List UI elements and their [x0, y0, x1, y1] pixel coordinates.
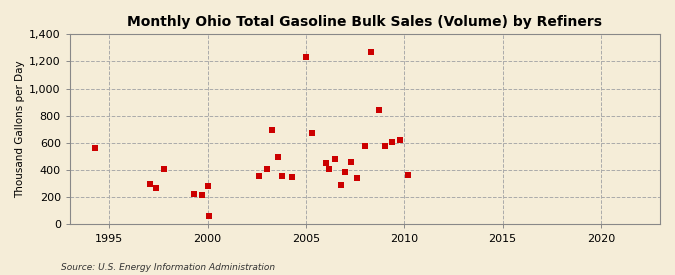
Point: [360, 144, 371, 148]
Point: [306, 131, 317, 136]
Point: [346, 160, 356, 164]
Point: [395, 138, 406, 142]
Point: [267, 128, 278, 132]
Point: [330, 157, 341, 161]
Point: [340, 169, 350, 174]
Point: [352, 176, 362, 180]
Point: [196, 193, 207, 197]
Point: [261, 167, 272, 172]
Point: [287, 175, 298, 179]
Point: [300, 55, 311, 60]
Point: [90, 146, 101, 151]
Point: [277, 173, 288, 178]
Point: [159, 167, 169, 172]
Point: [151, 186, 162, 191]
Point: [324, 167, 335, 172]
Point: [403, 173, 414, 177]
Point: [204, 213, 215, 218]
Point: [373, 108, 384, 112]
Point: [273, 154, 284, 159]
Y-axis label: Thousand Gallons per Day: Thousand Gallons per Day: [15, 60, 25, 198]
Point: [379, 144, 390, 148]
Point: [320, 161, 331, 166]
Point: [202, 184, 213, 189]
Point: [336, 183, 347, 187]
Point: [387, 140, 398, 144]
Title: Monthly Ohio Total Gasoline Bulk Sales (Volume) by Refiners: Monthly Ohio Total Gasoline Bulk Sales (…: [128, 15, 602, 29]
Point: [365, 50, 376, 54]
Text: Source: U.S. Energy Information Administration: Source: U.S. Energy Information Administ…: [61, 263, 275, 272]
Point: [145, 182, 156, 186]
Point: [188, 192, 199, 196]
Point: [253, 173, 264, 178]
